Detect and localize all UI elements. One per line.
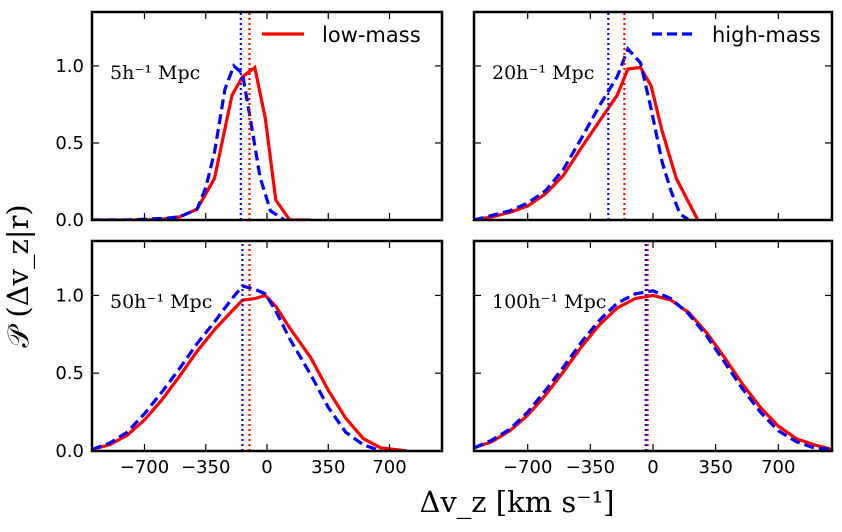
panels-group: 0.0 0.5 1.0 5h⁻¹ Mpc 20h⁻¹ Mpc −700 −350 0 350 70… bbox=[55, 10, 834, 478]
high-mass-line bbox=[474, 289, 832, 451]
plot-area bbox=[92, 12, 311, 220]
x-tick-label: 700 bbox=[372, 457, 406, 478]
y-axis-label: 𝒫 (Δv_z|r) bbox=[1, 204, 36, 348]
x-tick-label: −350 bbox=[566, 457, 615, 478]
legend-high-mass: high-mass bbox=[652, 23, 821, 47]
x-tick-label: 0 bbox=[647, 457, 658, 478]
legend-label: high-mass bbox=[712, 23, 821, 47]
low-mass-line bbox=[92, 64, 311, 220]
panel-label: 50h⁻¹ Mpc bbox=[110, 291, 212, 313]
low-mass-line bbox=[474, 293, 832, 451]
plot-area bbox=[92, 241, 408, 451]
x-tick-label: 350 bbox=[311, 457, 345, 478]
x-tick-label: −700 bbox=[120, 457, 169, 478]
panel-1: 0.0 0.5 1.0 5h⁻¹ Mpc bbox=[55, 10, 444, 231]
y-tick-label: 1.0 bbox=[55, 285, 84, 306]
low-mass-line bbox=[474, 65, 700, 220]
plot-area bbox=[474, 241, 832, 451]
panel-3: −700 −350 0 350 700 0.0 0.5 1.0 50h⁻¹ Mpc bbox=[55, 239, 444, 478]
panel-label: 20h⁻¹ Mpc bbox=[492, 62, 594, 84]
legend-low-mass: low-mass bbox=[262, 23, 421, 47]
high-mass-line bbox=[92, 63, 286, 220]
y-tick-label: 0.0 bbox=[55, 441, 84, 462]
low-mass-line bbox=[92, 293, 408, 451]
x-tick-label: −700 bbox=[503, 457, 552, 478]
high-mass-line bbox=[474, 46, 690, 220]
y-tick-label: 0.5 bbox=[55, 133, 84, 154]
y-tick-label: 0.0 bbox=[55, 210, 84, 231]
x-tick-label: 350 bbox=[698, 457, 732, 478]
panel-label: 100h⁻¹ Mpc bbox=[492, 291, 606, 313]
panel-2: 20h⁻¹ Mpc bbox=[472, 10, 834, 222]
panel-label: 5h⁻¹ Mpc bbox=[110, 62, 200, 84]
y-tick-label: 0.5 bbox=[55, 363, 84, 384]
legend-label: low-mass bbox=[322, 23, 421, 47]
high-mass-line bbox=[92, 284, 382, 451]
y-tick-label: 1.0 bbox=[55, 56, 84, 77]
panel-frame bbox=[472, 239, 834, 453]
x-tick-label: −350 bbox=[181, 457, 230, 478]
panel-4: −700 −350 0 350 700 100h⁻¹ Mpc bbox=[472, 239, 834, 478]
x-tick-label: 700 bbox=[761, 457, 795, 478]
plot-area bbox=[474, 12, 700, 220]
x-tick-label: 0 bbox=[261, 457, 272, 478]
x-axis-label: Δv_z [km s⁻¹] bbox=[419, 485, 614, 520]
